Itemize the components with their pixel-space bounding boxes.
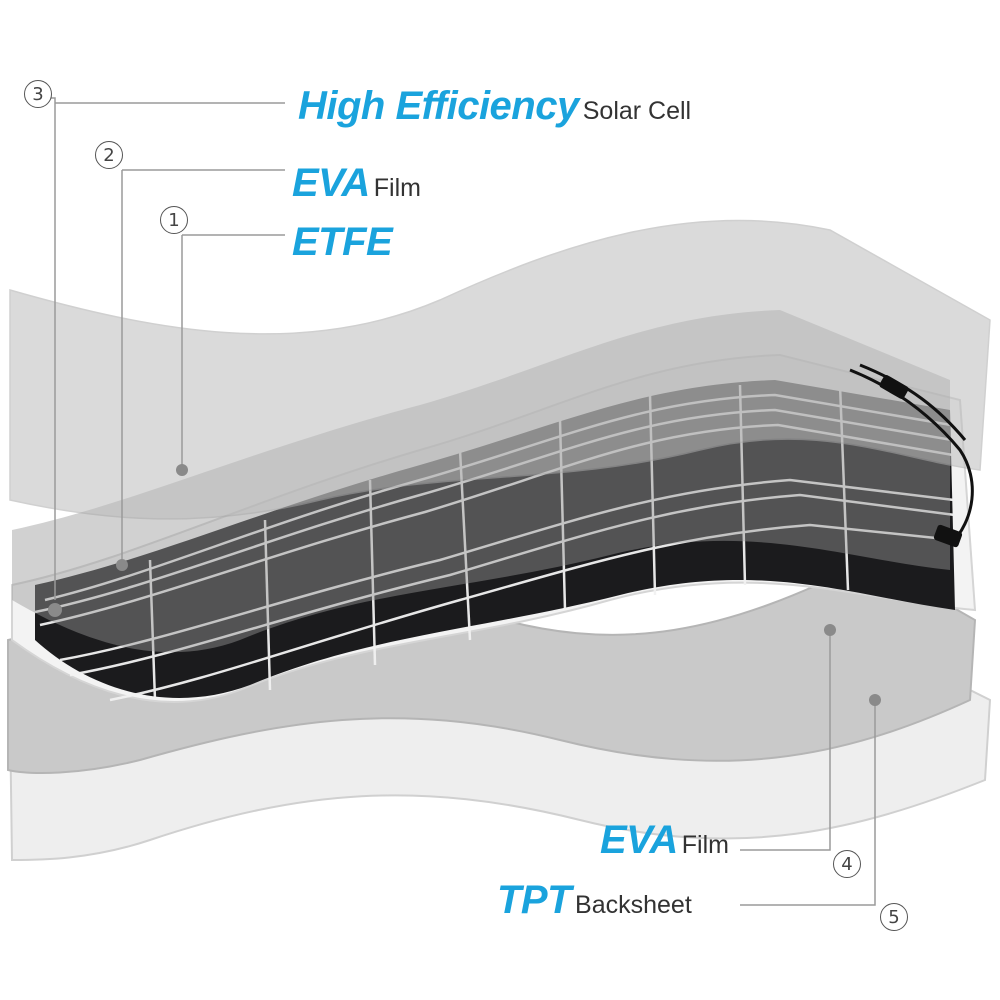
label-solar-cell-title: High Efficiency xyxy=(298,84,579,128)
callout-number-3: 3 xyxy=(24,80,52,108)
label-solar-cell-sub: Solar Cell xyxy=(582,97,692,125)
label-tpt-backsheet: TPT Backsheet xyxy=(497,880,692,920)
callout-number-1: 1 xyxy=(160,206,188,234)
callout-number-5: 5 xyxy=(880,903,908,931)
leader-lines xyxy=(40,97,876,906)
leader-dots xyxy=(48,464,881,706)
callout-number-2: 2 xyxy=(95,141,123,169)
etfe-top-layer xyxy=(9,219,991,520)
connector-plug-icon xyxy=(933,524,963,548)
solar-cell-array xyxy=(35,380,955,698)
connector-plug-icon xyxy=(879,375,909,399)
callout-number-4: 4 xyxy=(833,850,861,878)
label-tpt-title: TPT xyxy=(497,878,572,922)
label-etfe-title: ETFE xyxy=(292,220,393,264)
label-solar-cell: High Efficiency Solar Cell xyxy=(298,86,691,126)
label-eva-upper-title: EVA xyxy=(292,161,370,205)
label-eva-film-upper: EVA Film xyxy=(292,163,421,203)
label-eva-lower-title: EVA xyxy=(600,818,678,862)
label-eva-upper-sub: Film xyxy=(373,174,421,202)
label-etfe: ETFE xyxy=(292,220,393,264)
label-eva-lower-sub: Film xyxy=(681,831,729,859)
label-tpt-sub: Backsheet xyxy=(575,891,692,919)
label-eva-film-lower: EVA Film xyxy=(600,820,729,860)
